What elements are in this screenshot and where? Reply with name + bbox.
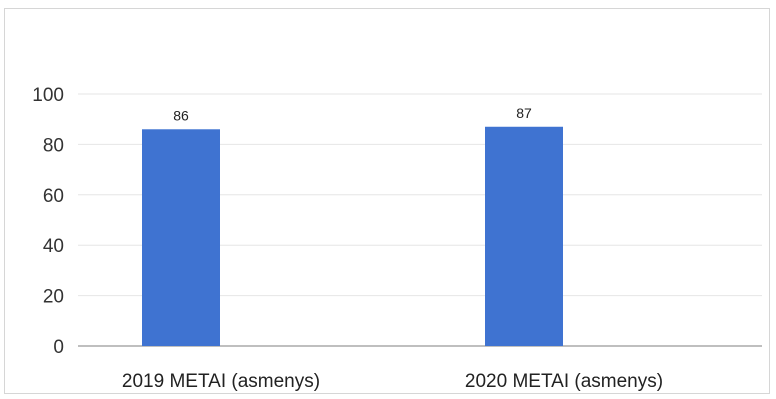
x-axis: 2019 METAI (asmenys) 2020 METAI (asmenys) (122, 371, 663, 392)
y-tick-label-20: 20 (43, 287, 64, 308)
y-tick-label-80: 80 (43, 135, 64, 156)
y-tick-label-0: 0 (53, 337, 64, 358)
y-tick-label-40: 40 (43, 236, 64, 257)
bar-1 (142, 129, 220, 346)
category-label-1: 2019 METAI (asmenys) (122, 371, 320, 392)
data-labels: 86 87 (173, 105, 532, 124)
bars (142, 126, 563, 346)
data-label-2: 87 (516, 105, 532, 121)
y-tick-label-100: 100 (32, 85, 64, 106)
y-tick-label-60: 60 (43, 186, 64, 207)
category-label-2: 2020 METAI (asmenys) (465, 371, 663, 392)
chart-frame (4, 8, 770, 394)
bar-2 (485, 126, 563, 346)
data-label-1: 86 (173, 107, 189, 123)
y-axis: 0 20 40 60 80 100 (32, 85, 762, 358)
